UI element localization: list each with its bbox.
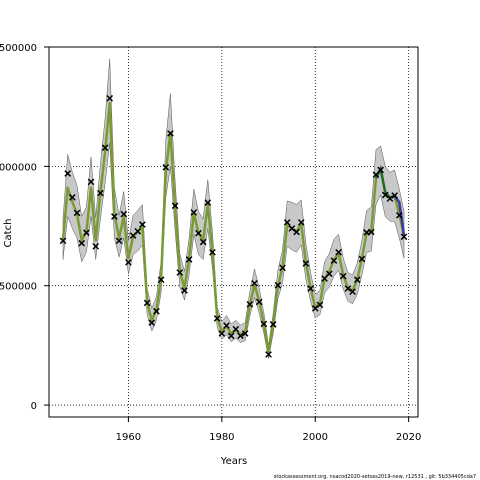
catch-marker-2019: [400, 233, 408, 241]
catch-marker-2012: [367, 228, 375, 236]
catch-marker-1974: [190, 209, 198, 216]
catch-marker-1963: [139, 221, 146, 228]
catch-marker-1973: [185, 256, 193, 263]
catch-marker-1986: [246, 300, 254, 308]
catch-marker-1960: [125, 258, 132, 266]
catch-marker-2013: [372, 171, 380, 179]
catch-marker-2010: [358, 255, 366, 263]
catch-marker-1952: [87, 178, 95, 186]
catch-marker-1968: [162, 163, 170, 171]
catch-marker-2002: [321, 275, 328, 282]
catch-marker-2006: [339, 272, 347, 280]
recent-fit-line: [374, 164, 391, 199]
confidence-band-layer: [62, 58, 405, 359]
catch-marker-1957: [111, 213, 118, 220]
x-axis: 1960 1980 2000 2020: [116, 417, 421, 443]
catch-marker-1992: [274, 281, 282, 289]
catch-marker-1990: [265, 351, 272, 358]
catch-marker-1996: [293, 228, 300, 236]
catch-marker-1966: [153, 307, 160, 315]
catch-marker-2014: [377, 166, 384, 174]
catch-marker-1959: [120, 210, 128, 218]
catch-marker-1989: [260, 320, 268, 328]
y-tick-label-1: 500000: [0, 282, 37, 293]
x-tick-label-2: 2000: [303, 432, 328, 443]
x-tick-label-1: 1980: [209, 432, 234, 443]
catch-marker-2016: [386, 195, 394, 202]
catch-marker-1964: [143, 299, 151, 307]
catch-marker-1985: [241, 330, 249, 337]
catch-marker-1951: [83, 229, 90, 237]
catch-marker-2003: [325, 270, 333, 278]
y-axis-title: Catch: [3, 219, 14, 248]
catch-marker-2008: [349, 288, 356, 296]
plot-frame: [48, 46, 419, 418]
catch-marker-1980: [218, 330, 226, 337]
catch-marker-1981: [223, 322, 230, 329]
catch-marker-1979: [213, 315, 221, 322]
catch-marker-2009: [353, 276, 361, 284]
catch-marker-1995: [288, 225, 296, 232]
catch-marker-1999: [307, 285, 314, 292]
catch-marker-1954: [97, 189, 104, 197]
catch-marker-1947: [64, 170, 72, 177]
catch-marker-2005: [335, 248, 342, 256]
catch-marker-1967: [157, 276, 165, 284]
catch-marker-1976: [199, 238, 207, 246]
catch-marker-2015: [381, 191, 389, 199]
catch-marker-1983: [232, 325, 240, 333]
catch-marker-1978: [209, 248, 216, 256]
catch-marker-1998: [302, 260, 310, 267]
catch-markers: [59, 94, 408, 358]
catch-marker-1984: [237, 332, 244, 340]
catch-marker-1994: [283, 219, 291, 226]
catch-marker-1969: [167, 130, 174, 137]
footer-credit: stockassessment.org, nsacod2020-setsas20…: [274, 474, 476, 480]
y-tick-label-0: 0: [31, 401, 37, 412]
forecast-line: [393, 195, 406, 236]
x-tick-label-0: 1960: [116, 432, 141, 443]
x-axis-title: Years: [220, 456, 247, 467]
catch-marker-2001: [316, 301, 324, 309]
catch-marker-1982: [227, 332, 235, 340]
catch-marker-1950: [78, 239, 86, 247]
catch-marker-1965: [148, 319, 156, 327]
catch-marker-1991: [269, 321, 277, 328]
catch-marker-2007: [344, 285, 352, 292]
catch-marker-1955: [101, 144, 109, 152]
catch-marker-1956: [106, 94, 114, 102]
grid: [49, 46, 418, 417]
confidence-band: [62, 58, 405, 359]
catch-marker-1958: [115, 237, 123, 245]
catch-marker-1987: [251, 279, 258, 287]
catch-marker-1993: [279, 264, 286, 272]
catch-marker-2004: [330, 257, 338, 264]
catch-marker-1977: [204, 199, 212, 206]
catch-marker-1988: [255, 298, 263, 306]
catch-marker-2017: [391, 192, 398, 199]
y-tick-label-2: 1000000: [0, 162, 37, 173]
x-tick-label-3: 2020: [396, 432, 421, 443]
catch-marker-1948: [69, 194, 76, 201]
catch-marker-2000: [311, 305, 319, 312]
catch-marker-1970: [171, 202, 179, 210]
catch-marker-1997: [297, 219, 305, 226]
catch-marker-1949: [73, 209, 81, 217]
y-axis: 0 500000 1000000 1500000: [0, 43, 49, 412]
catch-marker-1975: [195, 229, 202, 237]
catch-marker-1953: [92, 242, 100, 250]
catch-marker-1962: [134, 227, 142, 235]
catch-marker-1971: [176, 269, 184, 276]
catch-marker-1972: [181, 287, 188, 294]
catch-marker-1946: [59, 237, 67, 245]
catch-marker-2018: [395, 211, 403, 219]
y-tick-label-3: 1500000: [0, 43, 37, 54]
